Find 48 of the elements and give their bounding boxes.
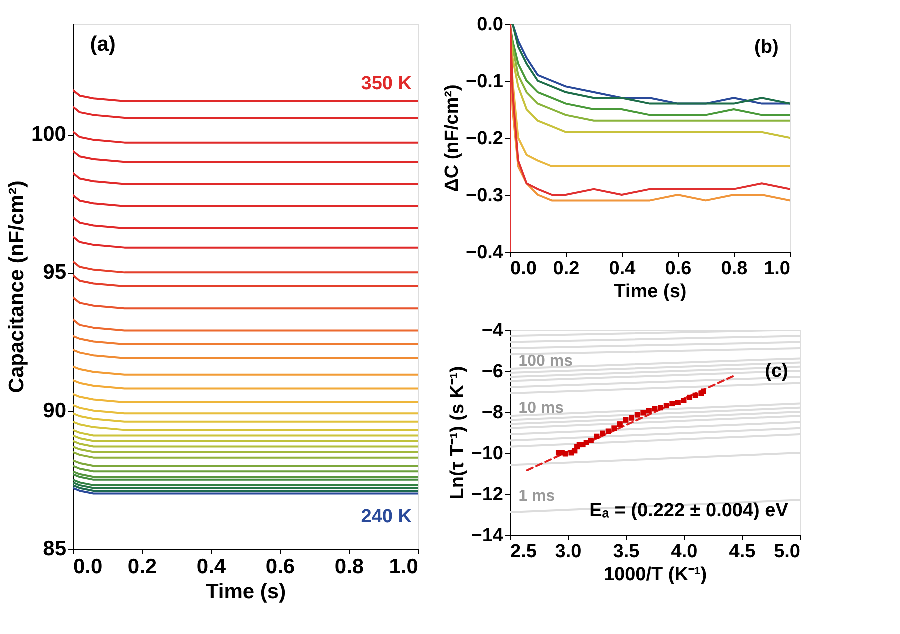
y-tick-label: −0.1 xyxy=(466,72,504,92)
y-tick-label: −6 xyxy=(482,362,504,382)
y-tick-label: −14 xyxy=(471,526,504,546)
y-tick-label: −10 xyxy=(471,444,504,464)
annotation: Eₐ = (0.222 ± 0.004) eV xyxy=(590,500,789,522)
y-axis-title: Ln(τ T⁻¹) (s K⁻¹) xyxy=(447,366,468,500)
y-tick-label: 90 xyxy=(43,399,66,422)
series-label: 350 K xyxy=(361,73,412,94)
x-tick-label: 3.5 xyxy=(613,542,640,562)
x-tick-label: 5.0 xyxy=(774,542,800,562)
annotation: (c) xyxy=(765,361,788,382)
x-tick-label: 0.2 xyxy=(128,556,158,578)
annotation: 1 ms xyxy=(518,488,556,506)
x-tick-label: 0.4 xyxy=(196,556,226,578)
x-tick-label: 3.0 xyxy=(555,542,582,562)
y-tick-label: 95 xyxy=(43,261,67,284)
y-tick-label: 100 xyxy=(31,123,66,146)
x-tick-label: 0.6 xyxy=(266,556,296,578)
x-tick-label: 0.6 xyxy=(665,258,692,280)
x-tick-label: 0.4 xyxy=(609,258,636,280)
y-tick-label: −0.3 xyxy=(466,186,504,206)
annotation: (b) xyxy=(754,36,779,58)
x-tick-label: 0.0 xyxy=(74,556,103,578)
y-tick-label: 0.0 xyxy=(477,14,504,36)
x-tick-label: 0.0 xyxy=(510,258,537,280)
x-tick-label: 0.2 xyxy=(553,258,580,280)
annotation: 10 ms xyxy=(518,400,564,417)
y-axis-title: ΔC (nF/cm²) xyxy=(442,84,463,192)
y-tick-label: −8 xyxy=(482,402,504,424)
x-tick-label: 4.0 xyxy=(671,542,698,562)
y-tick-label: −4 xyxy=(482,320,504,342)
y-tick-label: 85 xyxy=(43,538,67,560)
annotation: (a) xyxy=(90,33,116,56)
x-axis-title: Time (s) xyxy=(614,282,687,302)
y-tick-label: −0.2 xyxy=(466,128,504,150)
x-tick-label: 4.5 xyxy=(729,542,756,562)
x-tick-label: 0.8 xyxy=(334,556,364,578)
x-tick-label: 1.0 xyxy=(389,556,418,578)
y-axis-title: Capacitance (nF/cm²) xyxy=(5,180,28,394)
annotation: 100 ms xyxy=(518,352,574,370)
x-tick-label: 0.8 xyxy=(721,258,748,280)
y-tick-label: −0.4 xyxy=(466,242,504,264)
x-axis-title: Time (s) xyxy=(206,580,286,604)
y-tick-label: −12 xyxy=(471,484,504,506)
series-label: 240 K xyxy=(361,506,412,528)
x-tick-label: 2.5 xyxy=(510,542,538,562)
x-axis-title: 1000/T (K⁻¹) xyxy=(604,564,708,586)
x-tick-label: 1.0 xyxy=(764,258,790,280)
